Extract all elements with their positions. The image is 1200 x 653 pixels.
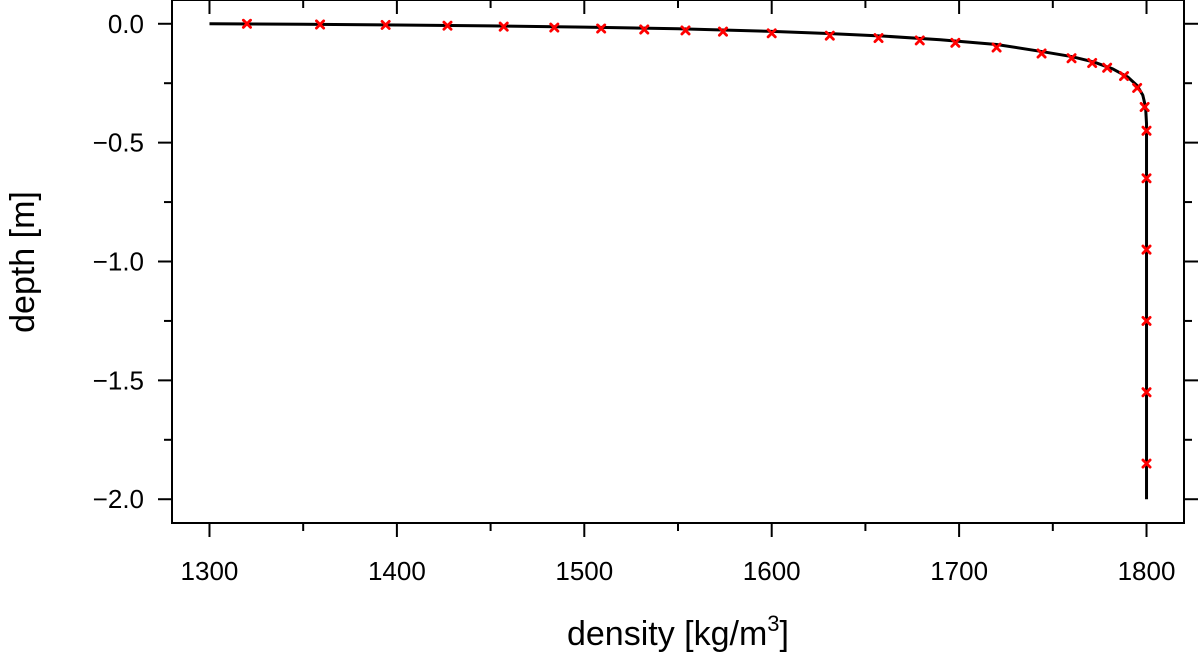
data-point-marker xyxy=(914,35,925,46)
data-point-marker xyxy=(680,25,691,36)
x-tick-label: 1800 xyxy=(1118,556,1176,586)
profile-line xyxy=(209,22,1149,500)
data-point-marker xyxy=(717,26,728,37)
data-point-marker xyxy=(241,18,252,29)
x-tick-label: 1300 xyxy=(181,556,239,586)
data-point-marker xyxy=(1087,57,1098,68)
y-tick-label: 0.0 xyxy=(108,9,144,39)
y-tick-label: −2.0 xyxy=(93,484,144,514)
data-point-marker xyxy=(1141,244,1152,255)
data-point-marker xyxy=(1102,62,1113,73)
data-point-marker xyxy=(873,33,884,44)
data-point-marker xyxy=(315,19,326,30)
tick-labels: 1300 1400 1500 1600 1700 1800 0.0 −0.5 −1.0 −1.5 −… xyxy=(93,9,1176,586)
data-point-marker xyxy=(1141,173,1152,184)
data-point-marker xyxy=(639,24,650,35)
x-axis-title-suffix: ] xyxy=(780,615,789,653)
data-point-marker xyxy=(1066,53,1077,64)
x-tick-label: 1500 xyxy=(555,556,613,586)
data-point-marker xyxy=(549,22,560,33)
axis-ticks xyxy=(158,0,1198,537)
series-layer xyxy=(209,18,1152,500)
data-point-marker xyxy=(766,28,777,39)
data-point-marker xyxy=(1141,315,1152,326)
x-tick-label: 1700 xyxy=(930,556,988,586)
data-point-marker xyxy=(380,19,391,30)
y-tick-label: −0.5 xyxy=(93,128,144,158)
x-axis-title-superscript: 3 xyxy=(767,611,779,636)
data-point-marker xyxy=(1141,125,1152,136)
data-point-marker xyxy=(824,30,835,41)
data-point-marker xyxy=(950,37,961,48)
data-point-marker xyxy=(596,23,607,34)
data-point-marker xyxy=(991,42,1002,53)
data-point-marker xyxy=(1139,101,1150,112)
x-axis-title-main: density [kg/m xyxy=(567,615,767,653)
plot-frame xyxy=(171,0,1185,524)
data-point-marker xyxy=(1141,387,1152,398)
y-tick-label: −1.0 xyxy=(93,247,144,277)
data-point-marker xyxy=(1119,71,1130,82)
x-axis-title: density [kg/m3] xyxy=(567,611,789,653)
x-tick-label: 1400 xyxy=(368,556,426,586)
y-axis-title: depth [m] xyxy=(4,191,42,333)
data-point-marker xyxy=(1036,48,1047,59)
x-tick-label: 1600 xyxy=(743,556,801,586)
data-point-marker xyxy=(498,21,509,32)
data-point-marker xyxy=(442,20,453,31)
y-tick-label: −1.5 xyxy=(93,365,144,395)
data-point-marker xyxy=(1141,458,1152,469)
data-point-marker xyxy=(1132,82,1143,93)
